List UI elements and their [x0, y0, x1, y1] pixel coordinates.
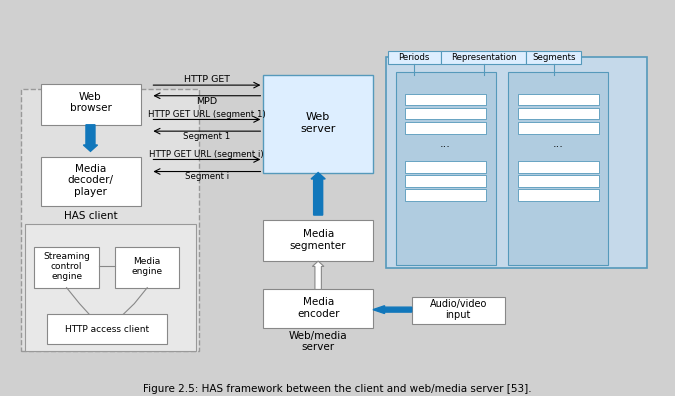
- Text: HTTP GET: HTTP GET: [184, 75, 230, 84]
- Text: Web
server: Web server: [300, 112, 336, 134]
- FancyBboxPatch shape: [263, 221, 373, 261]
- FancyBboxPatch shape: [386, 57, 647, 268]
- Text: Web
browser: Web browser: [70, 91, 111, 113]
- FancyBboxPatch shape: [526, 51, 581, 64]
- FancyBboxPatch shape: [405, 175, 486, 187]
- Polygon shape: [84, 125, 98, 151]
- FancyBboxPatch shape: [518, 93, 599, 105]
- FancyBboxPatch shape: [518, 175, 599, 187]
- Text: HAS client: HAS client: [63, 211, 117, 221]
- FancyBboxPatch shape: [22, 89, 199, 351]
- Text: HTTP access client: HTTP access client: [65, 325, 148, 333]
- Polygon shape: [313, 261, 324, 289]
- FancyBboxPatch shape: [34, 247, 99, 287]
- FancyBboxPatch shape: [25, 224, 196, 351]
- FancyBboxPatch shape: [115, 247, 180, 287]
- FancyBboxPatch shape: [518, 189, 599, 201]
- FancyBboxPatch shape: [263, 75, 373, 173]
- Text: Representation: Representation: [451, 53, 516, 62]
- FancyBboxPatch shape: [405, 189, 486, 201]
- FancyBboxPatch shape: [405, 161, 486, 173]
- FancyBboxPatch shape: [518, 122, 599, 133]
- Text: Segments: Segments: [532, 53, 576, 62]
- Text: Streaming
control
engine: Streaming control engine: [43, 251, 90, 281]
- Text: Media
segmenter: Media segmenter: [290, 229, 346, 251]
- Text: ...: ...: [440, 139, 451, 149]
- Text: Media
decoder/
player: Media decoder/ player: [68, 164, 113, 197]
- FancyBboxPatch shape: [508, 72, 608, 265]
- Polygon shape: [373, 306, 412, 314]
- Text: Audio/video
input: Audio/video input: [429, 299, 487, 320]
- Text: Segment 1: Segment 1: [183, 131, 230, 141]
- FancyBboxPatch shape: [412, 297, 505, 324]
- FancyBboxPatch shape: [47, 314, 167, 345]
- Text: Web/media
server: Web/media server: [289, 331, 348, 352]
- FancyBboxPatch shape: [518, 108, 599, 120]
- FancyBboxPatch shape: [441, 51, 526, 64]
- FancyBboxPatch shape: [396, 72, 495, 265]
- Text: MPD: MPD: [196, 97, 217, 106]
- Text: ...: ...: [553, 139, 564, 149]
- Text: HTTP GET URL (segment 1): HTTP GET URL (segment 1): [148, 110, 265, 119]
- FancyBboxPatch shape: [405, 108, 486, 120]
- Text: Periods: Periods: [398, 53, 430, 62]
- Text: Figure 2.5: HAS framework between the client and web/media server [53].: Figure 2.5: HAS framework between the cl…: [143, 384, 532, 394]
- FancyBboxPatch shape: [405, 122, 486, 133]
- FancyBboxPatch shape: [388, 51, 441, 64]
- FancyBboxPatch shape: [40, 157, 141, 206]
- FancyBboxPatch shape: [405, 93, 486, 105]
- Polygon shape: [311, 173, 325, 215]
- FancyBboxPatch shape: [518, 161, 599, 173]
- Text: Media
encoder: Media encoder: [297, 297, 340, 319]
- Text: Segment i: Segment i: [184, 172, 229, 181]
- Text: HTTP GET URL (segment i): HTTP GET URL (segment i): [149, 150, 264, 159]
- Text: Media
engine: Media engine: [132, 257, 163, 276]
- FancyBboxPatch shape: [40, 84, 141, 125]
- FancyBboxPatch shape: [263, 289, 373, 328]
